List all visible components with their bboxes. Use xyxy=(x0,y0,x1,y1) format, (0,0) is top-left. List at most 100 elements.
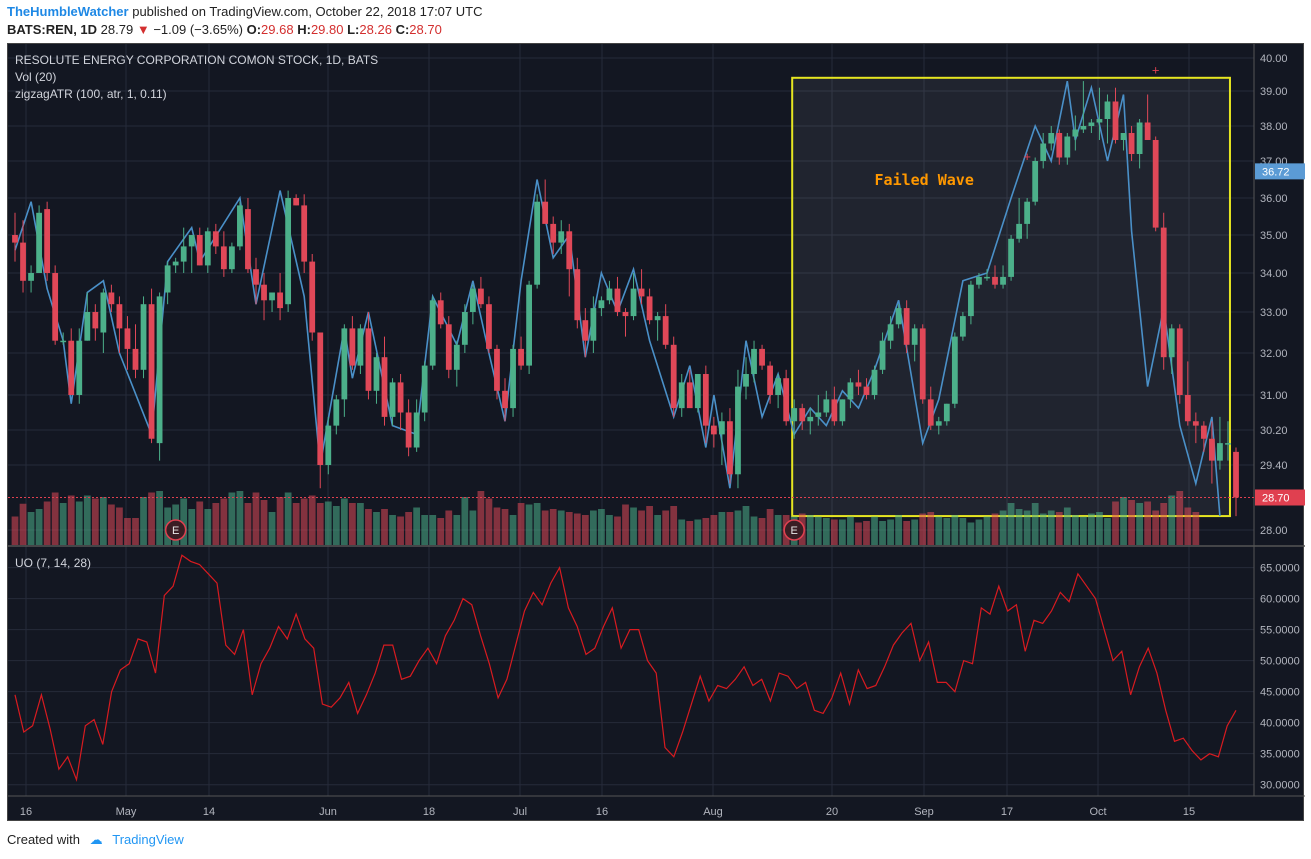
volume-bar xyxy=(814,516,822,545)
candle-body xyxy=(180,246,187,262)
failed-wave-label: Failed Wave xyxy=(875,171,974,189)
candle-body xyxy=(1136,122,1143,154)
volume-bar xyxy=(1063,507,1071,545)
candle-body xyxy=(654,316,661,321)
volume-bar xyxy=(694,519,702,545)
volume-bar xyxy=(67,495,75,545)
candle-body xyxy=(815,412,822,417)
volume-bar xyxy=(549,509,557,545)
candle-body xyxy=(269,292,275,301)
candle-body xyxy=(1008,238,1014,277)
candle-body xyxy=(389,382,396,417)
candle-body xyxy=(28,273,34,281)
candle-body xyxy=(188,235,195,247)
candle-body xyxy=(285,198,292,305)
volume-bar xyxy=(662,510,670,545)
volume-bar xyxy=(847,516,854,545)
candle-body xyxy=(992,276,998,285)
volume-bar xyxy=(188,509,196,545)
candle-body xyxy=(317,332,324,465)
volume-bar xyxy=(469,510,477,545)
zigzag-line xyxy=(14,80,1221,517)
candle-body xyxy=(12,235,18,243)
volume-bar xyxy=(903,521,911,545)
volume-bar xyxy=(373,512,380,545)
close-value: 28.70 xyxy=(409,22,442,37)
candle-body xyxy=(1056,133,1063,158)
low-label: L: xyxy=(347,22,360,37)
candle-body xyxy=(405,412,412,448)
candle-body xyxy=(92,312,99,329)
volume-bar xyxy=(991,513,999,545)
candle-body xyxy=(212,231,219,247)
symbol-line: BATS:REN, 1D 28.79 ▼ −1.09 (−3.65%) O:29… xyxy=(7,22,442,37)
volume-bar xyxy=(887,519,894,545)
volume-bar xyxy=(622,504,629,545)
volume-bar xyxy=(630,507,637,545)
volume-bar xyxy=(557,510,565,545)
candle-body xyxy=(253,269,259,285)
candle-body xyxy=(164,265,171,293)
legend-volume: Vol (20) xyxy=(15,70,56,84)
candle-body xyxy=(277,292,283,309)
volume-bar xyxy=(357,503,364,545)
uo-tick-label: 40.0000 xyxy=(1260,718,1300,730)
candle-body xyxy=(1176,328,1183,395)
price-tick-label: 40.00 xyxy=(1260,53,1288,65)
candle-body xyxy=(293,198,300,206)
price-tick-label: 29.40 xyxy=(1260,460,1288,472)
volume-bar xyxy=(927,512,935,545)
candle-body xyxy=(1000,276,1006,285)
volume-bar xyxy=(116,507,123,545)
candle-body xyxy=(662,316,669,345)
volume-bar xyxy=(581,515,589,545)
volume-bar xyxy=(365,509,372,545)
volume-bar xyxy=(477,491,485,545)
volume-bar xyxy=(99,497,107,545)
chart-canvas[interactable]: Failed Wave++E E40.0039.0038.0037.0036.00… xyxy=(8,44,1305,822)
volume-bar xyxy=(822,518,830,545)
volume-bar xyxy=(686,521,694,545)
volume-bar xyxy=(421,515,429,545)
candle-body xyxy=(52,273,59,341)
volume-bar xyxy=(501,509,509,545)
candle-body xyxy=(526,284,532,366)
volume-bar xyxy=(983,516,991,545)
candle-body xyxy=(116,304,123,329)
earnings-marker xyxy=(164,519,187,541)
candle-body xyxy=(381,357,388,417)
candle-body xyxy=(494,348,500,391)
candle-body xyxy=(309,261,316,333)
candle-body xyxy=(694,374,701,409)
volume-bar xyxy=(1047,510,1055,545)
candle-body xyxy=(1209,438,1215,461)
candle-body xyxy=(228,246,235,270)
volume-bar xyxy=(1071,515,1079,545)
price-tag-text: 36.72 xyxy=(1262,166,1290,178)
tradingview-link[interactable]: TradingView xyxy=(112,832,184,847)
candle-body xyxy=(927,399,934,426)
volume-bar xyxy=(204,509,212,545)
chart-frame[interactable]: Failed Wave + + E E 40.00 39.00 38.00 37.00 36.00… xyxy=(7,43,1305,822)
price-tick-label: 30.20 xyxy=(1260,425,1288,437)
volume-bar xyxy=(1144,501,1152,545)
volume-bar xyxy=(959,518,967,545)
earnings-marker-label: E xyxy=(791,525,798,537)
volume-bar xyxy=(911,519,919,545)
candle-body xyxy=(1032,161,1039,202)
volume-bar xyxy=(967,522,975,545)
volume-bar xyxy=(1120,497,1127,545)
volume-bar xyxy=(1039,513,1047,545)
candle-body xyxy=(132,348,139,370)
volume-bar xyxy=(244,503,252,545)
volume-bar xyxy=(493,507,501,545)
volume-bar xyxy=(453,515,461,545)
author-link[interactable]: TheHumbleWatcher xyxy=(7,4,129,19)
volume-bar xyxy=(1136,503,1143,545)
uo-tick-label: 35.0000 xyxy=(1260,749,1300,761)
candle-body xyxy=(799,408,806,422)
candle-body xyxy=(140,304,147,370)
publish-info: published on TradingView.com, October 22… xyxy=(132,4,483,19)
candle-body xyxy=(124,328,131,349)
volume-bar xyxy=(565,512,573,545)
